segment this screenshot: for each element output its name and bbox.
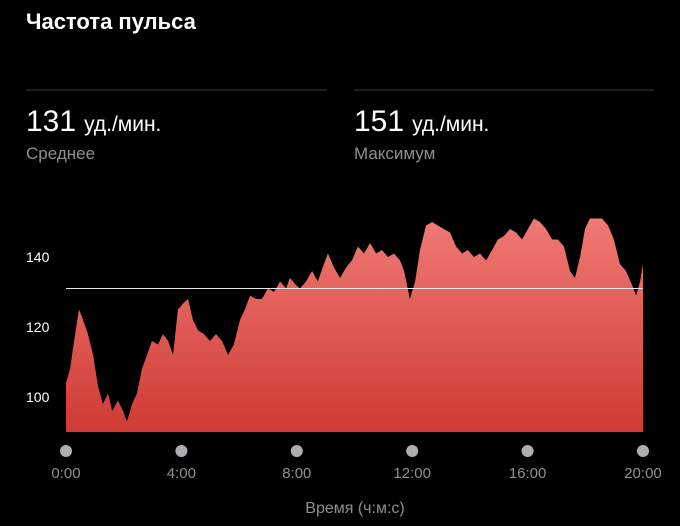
stat-label: Максимум (354, 144, 435, 163)
y-tick-label: 100 (26, 389, 50, 405)
title: Частота пульса (26, 9, 197, 34)
x-tick-dot (637, 445, 649, 457)
x-tick-label: 12:00 (393, 465, 431, 482)
x-tick-dot (406, 445, 419, 457)
x-tick-label: 16:00 (509, 465, 547, 482)
x-tick-label: 8:00 (282, 465, 311, 482)
stat-value: 151 (354, 105, 404, 138)
x-tick-dot (521, 445, 534, 457)
y-tick-label: 120 (26, 319, 50, 335)
x-tick-dot (175, 445, 188, 457)
x-tick-label: 4:00 (167, 465, 196, 482)
y-tick-label: 140 (26, 249, 50, 265)
stat-unit: уд./мин. (84, 113, 161, 136)
x-tick-label: 0:00 (51, 465, 80, 482)
x-tick-dot (290, 445, 303, 457)
x-tick-dot (60, 445, 72, 457)
stat-unit: уд./мин. (412, 113, 489, 136)
x-tick-label: 20:00 (624, 465, 662, 482)
x-axis-label: Время (ч:м:с) (305, 500, 404, 517)
stat-label: Среднее (26, 144, 95, 163)
area (66, 218, 643, 432)
stat-value: 131 (26, 105, 76, 138)
